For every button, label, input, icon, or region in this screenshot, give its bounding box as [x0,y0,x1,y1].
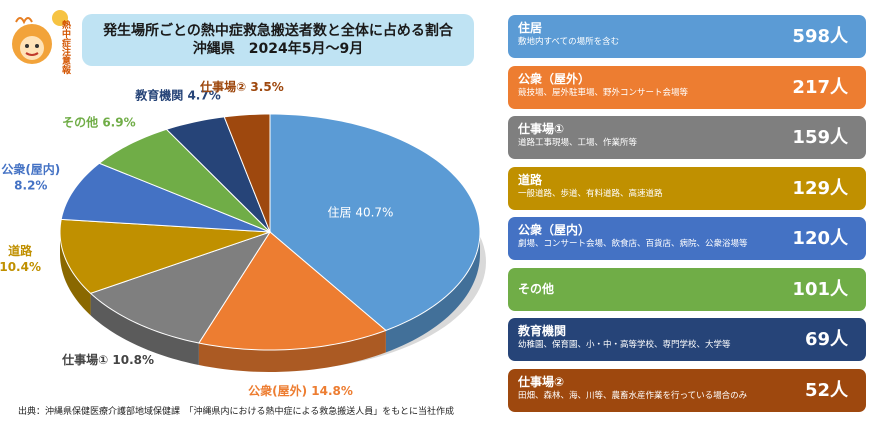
category-card-desc: 敷地内すべての場所を含む [518,37,620,47]
pie-chart-svg: 住居 40.7% 公衆(屋外) 14.8% 仕事場① 10.8% 道路 10.4% 公衆(… [0,79,486,398]
category-card-name: 教育機関 [518,324,567,338]
pie-label-2: 仕事場① 10.8% [61,352,154,367]
chart-subtitle: 沖縄県 2024年5月～9月 [192,41,364,57]
category-card-count: 159人 [792,127,848,148]
mascot-text: 熱中症注意報 [60,20,70,74]
pie-slice-side-0 [385,232,480,353]
category-card-desc: 幼稚園、保育園、小・中・高等学校、専門学校、大学等 [518,340,731,350]
category-card-name: 道路 [518,172,543,187]
category-card-name: 住居 [518,21,543,35]
category-card: 教育機関幼稚園、保育園、小・中・高等学校、専門学校、大学等 69人 [508,318,866,361]
category-card: 住居敷地内すべての場所を含む 598人 [508,15,866,58]
category-card: その他 101人 [508,267,866,311]
category-card: 公衆（屋内） 劇場、コンサート会場、飲食店、百貨店、病院、公衆浴場等 120人 [508,217,866,260]
pie-slice-5 [98,128,271,233]
category-card-count: 129人 [792,177,848,199]
category-card: 仕事場② 田畑、森林、海、川等、農畜水産作業を行っている場合のみ 52人 [508,368,866,412]
pie-slice-side-2 [90,293,199,366]
pie-slice-6 [165,116,271,233]
pie-slice-4 [60,162,271,233]
pie-slice-7 [223,113,271,233]
pie-label-5: その他 6.9% [62,114,135,129]
category-card-desc: 一般道路、歩道、有料道路、高速道路 [518,188,663,199]
pie-label-7: 仕事場② 3.5% [199,79,284,94]
category-card-count: 217人 [792,76,848,98]
mascot-illustration: 熱中症注意報 [2,2,80,78]
category-card-name: その他 [518,281,555,296]
chart-title-box: 発生場所ごとの熱中症救急搬送者数と全体に占める割合 沖縄県 2024年5月～9月 [82,14,474,66]
category-card-name: 仕事場② [518,374,565,389]
category-card-desc: 田畑、森林、海、川等、農畜水産作業を行っている場合のみ [518,390,748,401]
category-card: 仕事場① 道路工事現場、工場、作業所等 159人 [508,116,866,159]
source-note: 出典：沖縄県保健医療介護部地域保健課 「沖縄県内における熱中症による救急搬送人員… [18,407,455,417]
pie-slice-side-3 [60,232,91,316]
category-card: 公衆（屋外） 競技場、屋外駐車場、野外コンサート会場等 217人 [508,65,866,109]
category-card-count: 598人 [792,26,848,47]
category-card: 道路 一般道路、歩道、有料道路、高速道路 129人 [508,166,866,210]
pie-label-3: 道路 10.4% [0,243,41,274]
sun-icon [52,10,68,26]
category-card-count: 52人 [804,379,848,401]
category-card-name: 仕事場① [518,122,565,136]
category-card-count: 120人 [792,228,848,249]
pie-slice-side-1 [198,330,386,372]
chart-title: 発生場所ごとの熱中症救急搬送者数と全体に占める割合 [103,23,453,39]
pie-label-6: 教育機関 4.7% [134,87,220,102]
category-card-count: 101人 [792,278,848,300]
category-card-desc: 競技場、屋外駐車場、野外コンサート会場等 [518,87,689,98]
category-card-desc: 道路工事現場、工場、作業所等 [518,138,638,148]
category-card-desc: 劇場、コンサート会場、飲食店、百貨店、病院、公衆浴場等 [518,239,748,249]
pie-label-4: 公衆(屋内) 8.2% [1,161,60,192]
pie-chart: 住居 40.7% 公衆(屋外) 14.8% 仕事場① 10.8% 道路 10.4% 公衆(… [0,79,486,398]
pie-slice-3 [59,218,271,294]
pie-label-0: 住居 40.7% [328,206,394,220]
category-card-name: 公衆（屋外） [518,71,591,86]
pie-slice-2 [89,231,272,344]
category-card-name: 公衆（屋内） [518,223,591,237]
heat-wave-icon [15,17,33,25]
category-card-count: 69人 [804,329,848,350]
pie-slice-1 [198,231,387,351]
pie-label-1: 公衆(屋外) 14.8% [248,383,353,398]
